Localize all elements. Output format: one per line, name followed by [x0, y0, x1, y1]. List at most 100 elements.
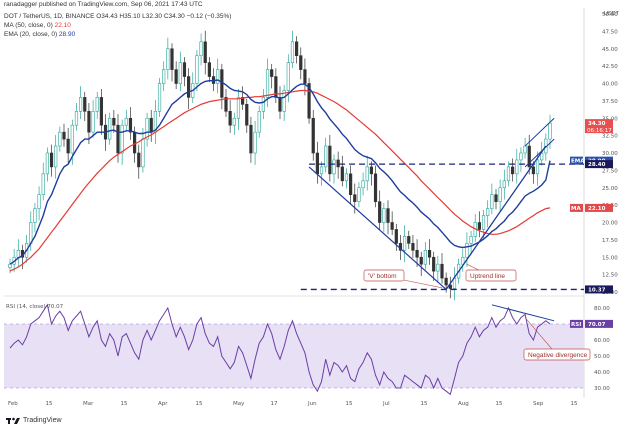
candle-down	[295, 41, 299, 56]
candle-down	[249, 124, 253, 154]
time-tick-label: May	[233, 401, 245, 407]
candle-down	[170, 48, 174, 70]
candle-down	[369, 166, 373, 175]
time-tick-label: Jul	[382, 401, 390, 407]
price-tick-label: 17.50	[602, 238, 618, 244]
candle-down	[390, 222, 394, 230]
time-tick-label: 15	[571, 401, 578, 407]
publisher-line: ranadagger published on TradingView.com,…	[4, 1, 203, 8]
candle-down	[531, 166, 535, 175]
candle-down	[378, 201, 382, 223]
candle-down	[99, 97, 103, 126]
price-axis: 50.0047.5045.0042.5040.0037.5035.0032.50…	[570, 12, 618, 296]
candle-up	[257, 111, 261, 133]
candle-up	[282, 90, 286, 112]
price-tick-label: 45.00	[602, 47, 618, 53]
rsi-pane: RSI (14, close) 70.07	[4, 303, 584, 396]
price-tick-label: 47.50	[602, 29, 618, 35]
rsi-tick-label: 80.00	[594, 306, 610, 312]
time-tick-label: 15	[421, 401, 428, 407]
ma-legend[interactable]: MA (50, close, 0) 22.10	[4, 21, 71, 30]
candle-up	[423, 250, 427, 265]
candle-up	[33, 208, 37, 223]
candle-down	[245, 104, 249, 126]
price-tick-label: 15.00	[602, 255, 618, 261]
candle-up	[486, 208, 490, 216]
candle-up	[29, 222, 33, 244]
candle-up	[41, 173, 45, 196]
candle-up	[502, 180, 506, 189]
rsi-tick-label: 60.00	[594, 338, 610, 344]
candle-up	[8, 263, 12, 268]
brand-name: TradingView	[23, 416, 62, 424]
candle-down	[386, 208, 390, 223]
candle-up	[216, 69, 220, 84]
candle-down	[228, 111, 232, 126]
candle-up	[461, 256, 465, 265]
price-tick-label: 27.50	[602, 168, 618, 174]
candle-down	[241, 97, 245, 105]
candle-down	[299, 55, 303, 70]
price-tag-value: 28.40	[588, 162, 606, 168]
price-tick-label: 20.00	[602, 221, 618, 227]
candle-up	[382, 208, 386, 223]
time-tick-label: 15	[346, 401, 353, 407]
uptrend-note-text: Uptrend line	[470, 273, 505, 280]
candle-down	[328, 145, 332, 175]
time-tick-label: 15	[496, 401, 503, 407]
candle-down	[527, 145, 531, 168]
candle-down	[311, 117, 315, 154]
channel-upper-line	[524, 117, 555, 147]
currency-label: USDT	[604, 11, 619, 17]
candles	[8, 30, 552, 301]
candle-up	[79, 97, 83, 112]
candle-down	[303, 69, 307, 84]
symbol-name[interactable]: DOT / TetherUS, 1D, BINANCE	[4, 13, 95, 20]
candle-down	[448, 284, 452, 289]
candle-down	[66, 138, 70, 154]
candle-up	[490, 194, 494, 209]
candle-up	[290, 41, 295, 63]
candle-down	[353, 194, 357, 202]
candle-down	[440, 263, 444, 279]
ema20-line	[9, 79, 551, 265]
time-tick-label: 15	[46, 401, 53, 407]
time-tick-label: Aug	[458, 401, 469, 407]
price-tag-label: EMA	[571, 159, 585, 165]
candle-up	[523, 145, 527, 154]
price-tick-label: 40.00	[602, 82, 618, 88]
candle-up	[481, 215, 486, 230]
price-tag-value: 22.10	[588, 206, 606, 212]
candle-up	[16, 250, 20, 258]
ema-label: EMA (20, close, 0)	[4, 31, 58, 38]
ma50-line	[9, 89, 551, 272]
candle-up	[535, 159, 540, 175]
tradingview-logo-icon	[6, 417, 20, 424]
time-tick-label: Feb	[8, 401, 18, 407]
price-tick-label: 30.00	[602, 151, 618, 157]
ema-value: 28.90	[58, 31, 76, 38]
candle-up	[286, 62, 290, 91]
candle-down	[411, 243, 415, 251]
rsi-line	[9, 303, 551, 396]
candle-down	[112, 117, 116, 126]
candle-up	[236, 97, 241, 119]
time-tick-label: 17	[271, 401, 278, 407]
candle-down	[128, 117, 133, 133]
candle-down	[278, 97, 282, 112]
price-tag-bg	[585, 203, 613, 212]
candle-up	[199, 41, 203, 56]
time-axis: Feb 15 Mar 15 Apr 15 May 17 Jun 15 Jul 15 Aug 15 Sep 15	[8, 401, 578, 407]
rsi-band	[4, 324, 584, 388]
candle-down	[49, 152, 54, 168]
price-tick-label: 32.50	[602, 134, 618, 140]
candle-up	[108, 117, 112, 140]
candle-down	[432, 256, 436, 272]
footer[interactable]: TradingView	[6, 416, 62, 424]
time-tick-label: Apr	[158, 401, 168, 407]
candle-down	[149, 117, 153, 133]
ema-legend[interactable]: EMA (20, close, 0) 28.90	[4, 30, 75, 39]
price-tag-bg	[585, 119, 613, 134]
